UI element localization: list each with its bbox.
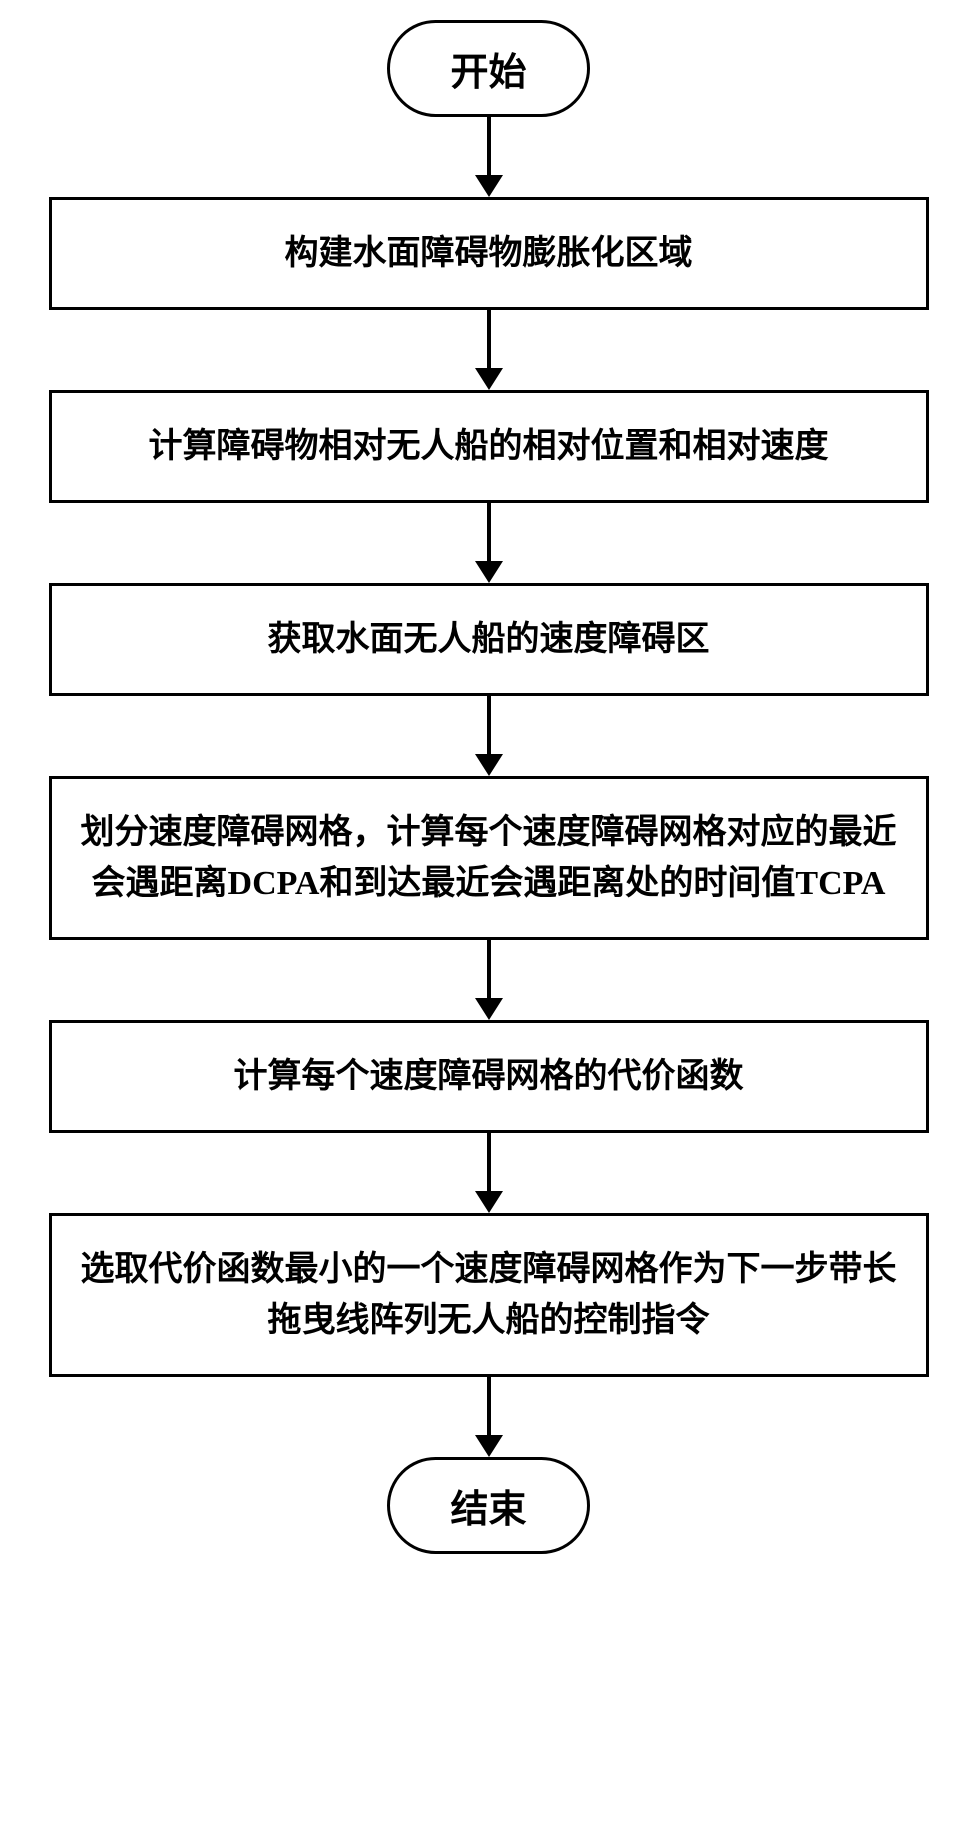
start-terminator: 开始 (387, 20, 589, 117)
end-terminator: 结束 (387, 1457, 589, 1554)
arrow (475, 310, 503, 390)
process-step-1: 构建水面障碍物膨胀化区域 (49, 197, 929, 310)
process-step-2: 计算障碍物相对无人船的相对位置和相对速度 (49, 390, 929, 503)
arrow (475, 503, 503, 583)
process-step-3: 获取水面无人船的速度障碍区 (49, 583, 929, 696)
process-step-4: 划分速度障碍网格，计算每个速度障碍网格对应的最近会遇距离DCPA和到达最近会遇距… (49, 776, 929, 940)
arrow (475, 1133, 503, 1213)
process-step-5: 计算每个速度障碍网格的代价函数 (49, 1020, 929, 1133)
arrow (475, 696, 503, 776)
process-step-6: 选取代价函数最小的一个速度障碍网格作为下一步带长拖曳线阵列无人船的控制指令 (49, 1213, 929, 1377)
arrow (475, 1377, 503, 1457)
arrow (475, 117, 503, 197)
flowchart-container: 开始 构建水面障碍物膨胀化区域 计算障碍物相对无人船的相对位置和相对速度 获取水… (49, 20, 929, 1554)
arrow (475, 940, 503, 1020)
